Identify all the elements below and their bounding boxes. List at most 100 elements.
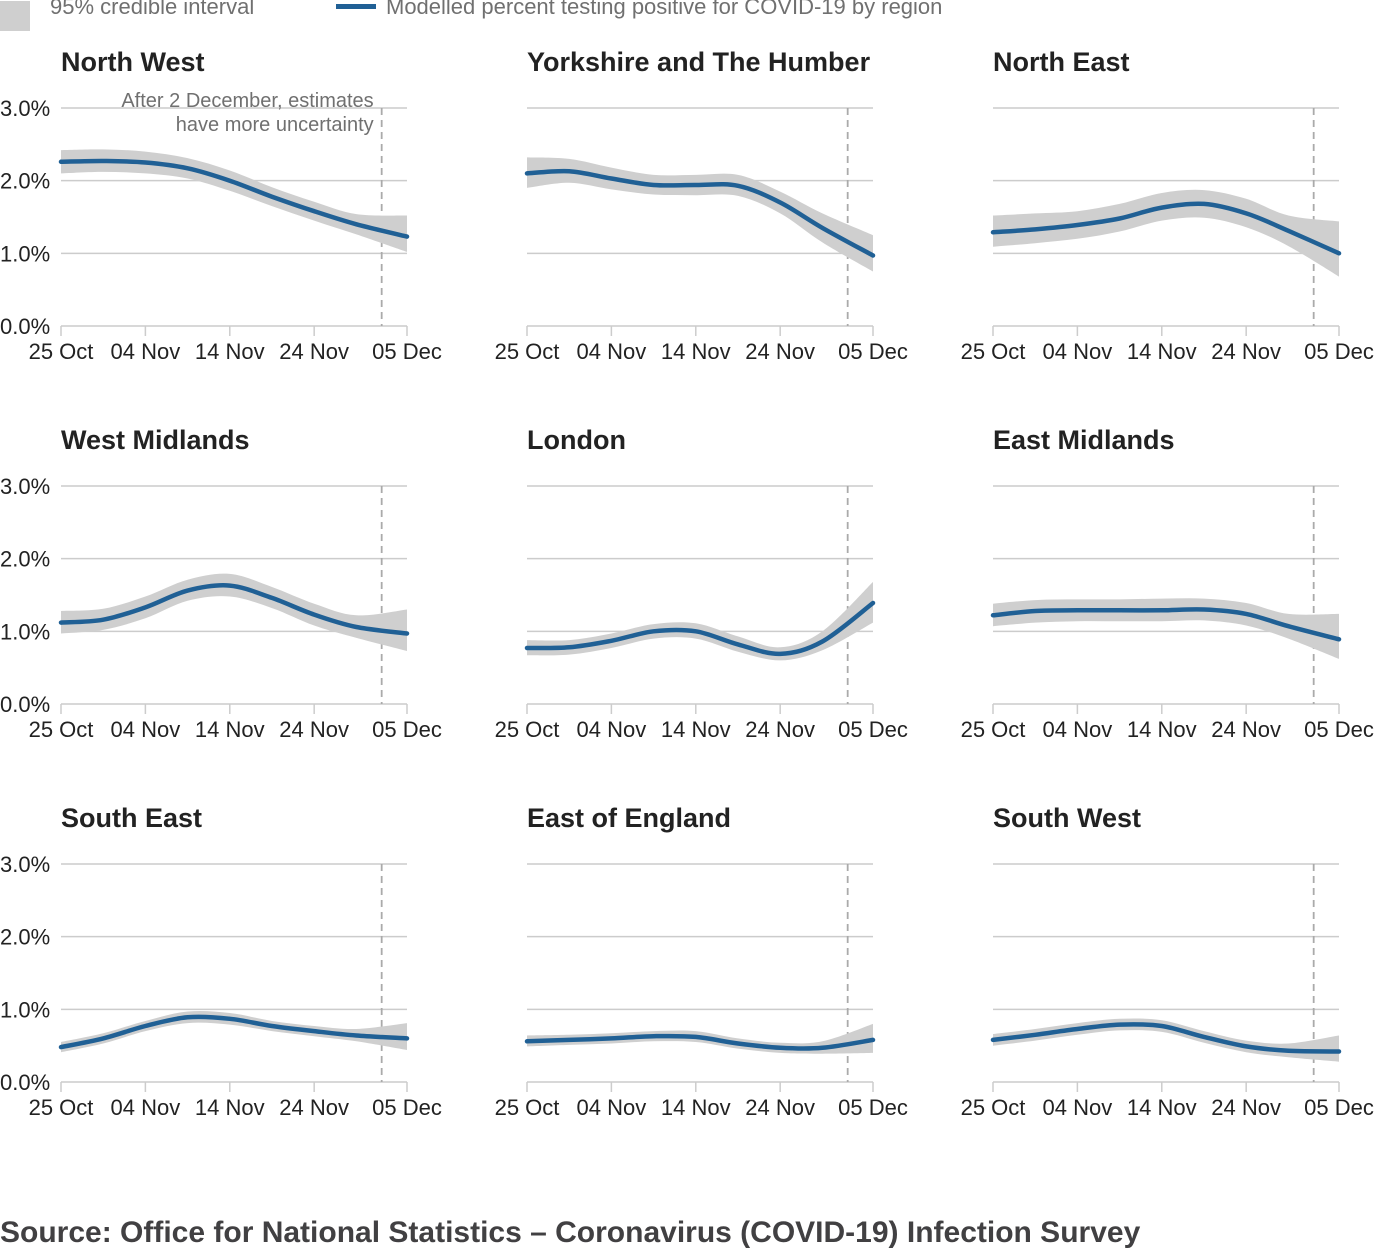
y-tick-label: 0.0% bbox=[0, 1070, 50, 1095]
legend: 95% credible interval Modelled percent t… bbox=[0, 0, 1379, 31]
x-tick-label: 25 Oct bbox=[29, 717, 94, 742]
x-tick-label: 04 Nov bbox=[577, 339, 647, 364]
x-tick-label: 04 Nov bbox=[111, 1095, 181, 1120]
x-tick-label: 24 Nov bbox=[279, 717, 349, 742]
x-tick-label: 25 Oct bbox=[961, 717, 1026, 742]
estimate-line bbox=[524, 1033, 876, 1051]
x-tick-label: 14 Nov bbox=[661, 339, 731, 364]
legend-swatch-line bbox=[336, 3, 376, 9]
x-tick-label: 24 Nov bbox=[279, 1095, 349, 1120]
legend-item-band: 95% credible interval bbox=[0, 0, 255, 31]
x-tick-label: 14 Nov bbox=[195, 1095, 265, 1120]
legend-swatch-band bbox=[0, 1, 30, 31]
estimate-line bbox=[524, 168, 876, 258]
x-tick-label: 14 Nov bbox=[195, 717, 265, 742]
x-tick-label: 25 Oct bbox=[495, 717, 560, 742]
x-tick-label: 24 Nov bbox=[745, 339, 815, 364]
legend-band-label: 95% credible interval bbox=[50, 0, 255, 19]
estimate-line bbox=[58, 158, 410, 239]
panel-title: West Midlands bbox=[61, 425, 250, 455]
small-multiples-chart: North West 0.0% 1.0% 2.0% 3.0% 25 Oct 04 Nov 14… bbox=[0, 47, 1374, 1120]
x-tick-label: 05 Dec bbox=[372, 717, 442, 742]
x-tick-label: 14 Nov bbox=[661, 1095, 731, 1120]
panel-north-east: North East 25 Oct 04 Nov 14 Nov 24 Nov 05 Dec bbox=[961, 47, 1374, 364]
credible-interval-band bbox=[61, 149, 407, 252]
y-tick-label: 1.0% bbox=[0, 619, 50, 644]
panel-title: South West bbox=[993, 803, 1141, 833]
x-tick-label: 24 Nov bbox=[279, 339, 349, 364]
panel-london: London 25 Oct 04 Nov 14 Nov 24 Nov 05 Dec bbox=[495, 425, 908, 742]
panel-title: East Midlands bbox=[993, 425, 1175, 455]
estimate-line bbox=[990, 607, 1342, 642]
credible-interval-band bbox=[527, 581, 873, 661]
estimate-line bbox=[58, 1014, 410, 1050]
panel-north-west: North West 0.0% 1.0% 2.0% 3.0% 25 Oct 04 Nov 14… bbox=[0, 47, 442, 364]
credible-interval-band bbox=[61, 1010, 407, 1053]
x-tick-label: 24 Nov bbox=[745, 717, 815, 742]
y-tick-label: 3.0% bbox=[0, 474, 50, 499]
x-tick-label: 25 Oct bbox=[29, 1095, 94, 1120]
estimate-line bbox=[990, 1022, 1342, 1054]
legend-item-line: Modelled percent testing positive for CO… bbox=[336, 0, 942, 26]
x-tick-label: 05 Dec bbox=[1304, 1095, 1374, 1120]
x-tick-label: 25 Oct bbox=[961, 339, 1026, 364]
credible-interval-band bbox=[993, 598, 1339, 659]
panel-title: London bbox=[527, 425, 626, 455]
x-tick-label: 05 Dec bbox=[372, 1095, 442, 1120]
x-tick-label: 14 Nov bbox=[195, 339, 265, 364]
x-tick-label: 05 Dec bbox=[1304, 717, 1374, 742]
x-tick-label: 25 Oct bbox=[961, 1095, 1026, 1120]
x-tick-label: 04 Nov bbox=[111, 339, 181, 364]
legend-line-label: Modelled percent testing positive for CO… bbox=[386, 0, 943, 19]
x-tick-label: 05 Dec bbox=[838, 717, 908, 742]
panel-title: North West bbox=[61, 47, 205, 77]
x-tick-label: 24 Nov bbox=[1211, 339, 1281, 364]
x-tick-label: 04 Nov bbox=[577, 717, 647, 742]
x-tick-label: 05 Dec bbox=[838, 339, 908, 364]
y-tick-label: 0.0% bbox=[0, 314, 50, 339]
y-tick-label: 3.0% bbox=[0, 96, 50, 121]
panel-east-of-england: East of England 25 Oct 04 Nov 14 Nov 24 Nov 0… bbox=[495, 803, 908, 1120]
uncertainty-annotation: have more uncertainty bbox=[176, 114, 374, 136]
x-tick-label: 04 Nov bbox=[111, 717, 181, 742]
x-tick-label: 25 Oct bbox=[29, 339, 94, 364]
panel-south-east: South East 0.0% 1.0% 2.0% 3.0% 25 Oct 04 Nov 14… bbox=[0, 803, 442, 1120]
credible-interval-band bbox=[993, 189, 1339, 277]
panel-west-midlands: West Midlands 0.0% 1.0% 2.0% 3.0% 25 Oct 04 No… bbox=[0, 425, 442, 742]
y-tick-label: 0.0% bbox=[0, 692, 50, 717]
source-note: Source: Office for National Statistics –… bbox=[0, 1216, 1141, 1249]
x-tick-label: 04 Nov bbox=[1043, 1095, 1113, 1120]
y-tick-label: 1.0% bbox=[0, 241, 50, 266]
panel-title: East of England bbox=[527, 803, 731, 833]
x-tick-label: 14 Nov bbox=[661, 717, 731, 742]
x-tick-label: 14 Nov bbox=[1127, 339, 1197, 364]
y-tick-label: 2.0% bbox=[0, 547, 50, 572]
x-tick-label: 24 Nov bbox=[745, 1095, 815, 1120]
y-tick-label: 2.0% bbox=[0, 925, 50, 950]
estimate-line bbox=[990, 201, 1342, 256]
panel-south-west: South West 25 Oct 04 Nov 14 Nov 24 Nov 05 Dec bbox=[961, 803, 1374, 1120]
x-tick-label: 05 Dec bbox=[838, 1095, 908, 1120]
x-tick-label: 25 Oct bbox=[495, 1095, 560, 1120]
y-tick-label: 3.0% bbox=[0, 852, 50, 877]
estimate-line bbox=[524, 600, 876, 657]
panel-title: South East bbox=[61, 803, 202, 833]
credible-interval-band bbox=[527, 157, 873, 272]
y-tick-label: 1.0% bbox=[0, 997, 50, 1022]
y-tick-label: 2.0% bbox=[0, 169, 50, 194]
x-tick-label: 25 Oct bbox=[495, 339, 560, 364]
panel-title: North East bbox=[993, 47, 1130, 77]
x-tick-label: 14 Nov bbox=[1127, 1095, 1197, 1120]
panel-title: Yorkshire and The Humber bbox=[527, 47, 871, 77]
x-tick-label: 04 Nov bbox=[577, 1095, 647, 1120]
panel-yorkshire-and-the-humber: Yorkshire and The Humber 25 Oct 04 Nov 14 N… bbox=[495, 47, 908, 364]
x-tick-label: 14 Nov bbox=[1127, 717, 1197, 742]
x-tick-label: 24 Nov bbox=[1211, 717, 1281, 742]
x-tick-label: 24 Nov bbox=[1211, 1095, 1281, 1120]
x-tick-label: 04 Nov bbox=[1043, 339, 1113, 364]
x-tick-label: 05 Dec bbox=[372, 339, 442, 364]
panel-east-midlands: East Midlands 25 Oct 04 Nov 14 Nov 24 Nov 05 … bbox=[961, 425, 1374, 742]
x-tick-label: 04 Nov bbox=[1043, 717, 1113, 742]
uncertainty-annotation: After 2 December, estimates bbox=[121, 90, 373, 112]
x-tick-label: 05 Dec bbox=[1304, 339, 1374, 364]
